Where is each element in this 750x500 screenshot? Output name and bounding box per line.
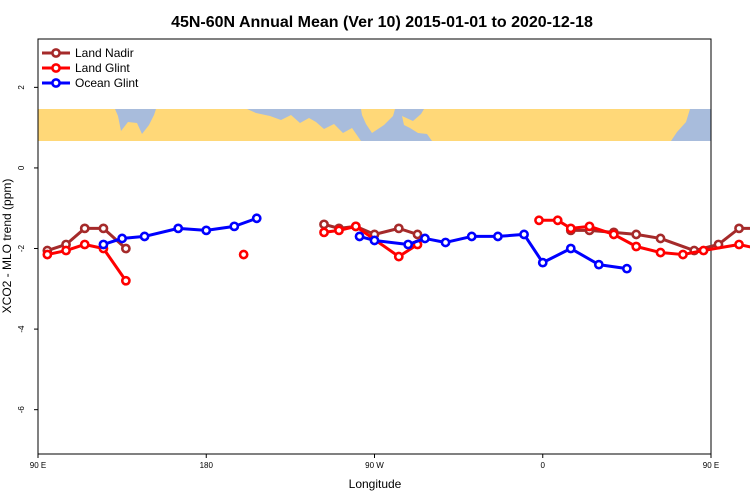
y-tick-label: -2 xyxy=(17,244,26,252)
y-axis: 2 0 -2 -4 -6 xyxy=(17,85,38,414)
data-point xyxy=(334,225,344,236)
data-point xyxy=(492,231,503,242)
data-point xyxy=(251,213,262,224)
data-point xyxy=(734,223,744,234)
x-tick-label: 90 E xyxy=(30,461,46,470)
chart-title: 45N-60N Annual Mean (Ver 10) 2015-01-01 … xyxy=(171,14,593,31)
series-line xyxy=(47,242,128,282)
x-tick-label: 90 W xyxy=(365,461,384,470)
x-axis-label: Longitude xyxy=(349,477,402,491)
data-point xyxy=(319,227,329,238)
legend-label: Ocean Glint xyxy=(75,76,139,90)
data-point xyxy=(238,249,249,260)
map-strip xyxy=(38,109,711,141)
y-tick-label: 2 xyxy=(17,85,26,90)
series-layer xyxy=(42,213,750,286)
y-tick-label: -4 xyxy=(17,325,26,333)
data-point xyxy=(698,245,709,256)
y-tick-label: -6 xyxy=(17,406,26,414)
data-point xyxy=(120,275,131,286)
data-point xyxy=(350,221,361,232)
legend-marker xyxy=(51,63,61,73)
data-point xyxy=(229,221,240,232)
data-point xyxy=(201,225,212,236)
data-point xyxy=(120,243,131,254)
data-point xyxy=(61,245,71,256)
data-point xyxy=(98,223,109,234)
data-point xyxy=(621,263,632,274)
series-line xyxy=(359,232,628,271)
legend-label: Land Nadir xyxy=(75,46,134,60)
data-point xyxy=(552,215,563,226)
data-point xyxy=(369,235,380,246)
data-point xyxy=(319,219,329,230)
data-point xyxy=(655,247,666,258)
data-point xyxy=(42,249,53,260)
x-tick-label: 90 E xyxy=(703,461,719,470)
data-point xyxy=(98,239,109,250)
data-point xyxy=(420,233,430,244)
x-tick-label: 180 xyxy=(200,461,214,470)
data-point xyxy=(173,223,184,234)
series-land-glint xyxy=(42,215,750,286)
legend-marker xyxy=(51,78,61,88)
data-point xyxy=(631,241,642,252)
data-point xyxy=(565,243,576,254)
data-point xyxy=(412,229,423,240)
y-tick-label: 0 xyxy=(17,165,26,170)
data-point xyxy=(139,231,150,242)
data-point xyxy=(631,229,642,240)
data-point xyxy=(393,251,404,262)
legend-marker xyxy=(51,48,61,58)
data-point xyxy=(440,237,451,248)
data-point xyxy=(608,229,619,240)
data-point xyxy=(537,257,548,268)
data-point xyxy=(79,223,90,234)
data-point xyxy=(584,221,595,232)
legend-label: Land Glint xyxy=(75,61,130,75)
data-point xyxy=(79,239,90,250)
map-land xyxy=(38,109,690,141)
data-point xyxy=(734,239,744,250)
x-axis: 90 E 180 90 W 0 90 E xyxy=(30,454,719,470)
data-point xyxy=(593,259,604,270)
data-point xyxy=(519,229,529,240)
data-point xyxy=(565,223,576,234)
data-point xyxy=(354,231,365,242)
data-point xyxy=(534,215,544,226)
data-point xyxy=(117,233,128,244)
series-ocean-glint xyxy=(98,213,632,274)
y-axis-label: XCO2 - MLO trend (ppm) xyxy=(0,179,14,314)
plot-frame xyxy=(37,38,712,455)
data-point xyxy=(466,231,477,242)
data-point xyxy=(393,223,404,234)
data-point xyxy=(678,249,688,260)
data-point xyxy=(655,233,666,244)
x-tick-label: 0 xyxy=(541,461,546,470)
data-point xyxy=(403,239,414,250)
